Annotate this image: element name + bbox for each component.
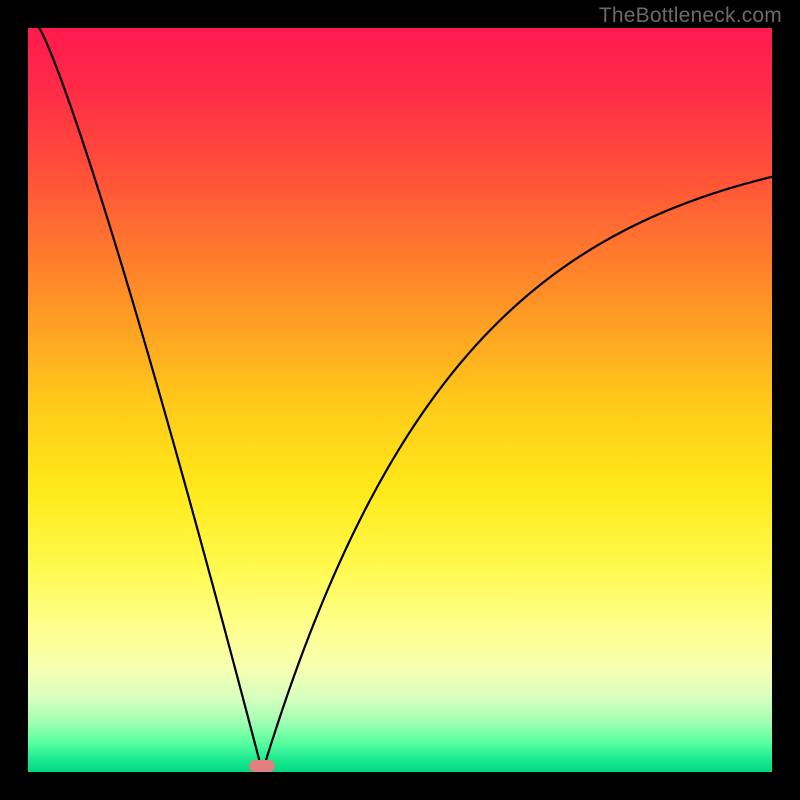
curve-path: [39, 28, 772, 772]
plot-frame: [28, 28, 772, 772]
minimum-marker: [249, 760, 275, 772]
bottleneck-curve: [28, 28, 772, 772]
watermark-text: TheBottleneck.com: [599, 4, 782, 28]
